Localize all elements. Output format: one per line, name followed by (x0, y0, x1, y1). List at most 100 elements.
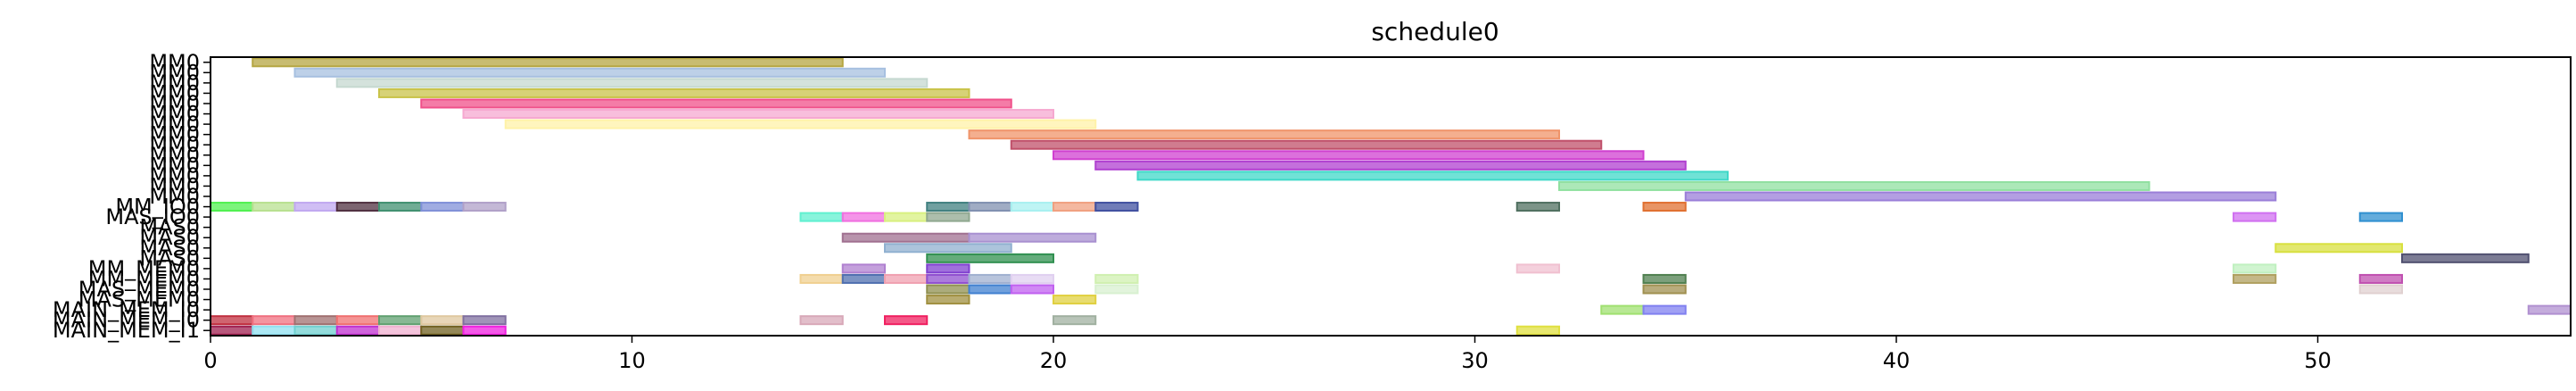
schedule-bar (293, 325, 338, 336)
x-tick-label: 40 (1883, 348, 1911, 373)
y-tick-label: MM0 (149, 173, 200, 198)
y-tick-label: MM0 (149, 71, 200, 96)
y-tick-label: MM0 (149, 80, 200, 105)
schedule-bar (799, 315, 844, 326)
schedule-bar (462, 109, 1054, 120)
y-tick-label: MM_MEM0 (88, 266, 200, 291)
schedule-bar (1515, 202, 1560, 212)
y-tick-label: MAS_MEM0 (78, 277, 200, 302)
schedule-bar (968, 273, 1012, 284)
schedule-bar (841, 263, 886, 274)
schedule-bar (968, 202, 1012, 212)
schedule-bar (1642, 273, 1687, 284)
schedule-bar (252, 325, 296, 336)
schedule-bar (2401, 253, 2530, 263)
schedule-bar (2233, 212, 2277, 222)
schedule-bar (504, 119, 1097, 129)
schedule-bar (252, 57, 844, 68)
schedule-bar (335, 315, 380, 326)
schedule-bar (1094, 202, 1139, 212)
schedule-bar (252, 315, 296, 326)
schedule-bar (1010, 139, 1603, 150)
schedule-bar (378, 202, 423, 212)
y-tick-label: MM_IO0 (115, 195, 200, 220)
schedule-bar (841, 273, 886, 284)
y-tick-label: MAS0 (139, 215, 200, 240)
schedule-bar (293, 67, 886, 78)
y-tick-label: MM0 (149, 112, 200, 137)
schedule-bar (293, 202, 338, 212)
schedule-bar (1642, 284, 1687, 295)
y-tick-label: MM0 (149, 50, 200, 75)
schedule-bar (1600, 304, 1645, 315)
y-tick-label: MM0 (149, 122, 200, 147)
schedule-bar (378, 87, 970, 98)
schedule-bar (2275, 243, 2403, 254)
y-tick-label: MAS0 (139, 225, 200, 250)
schedule-bar (210, 315, 254, 326)
schedule-bar (926, 253, 1054, 263)
schedule-bar (1053, 315, 1097, 326)
schedule-bar (210, 202, 254, 212)
schedule-bar (884, 315, 929, 326)
schedule-bar (335, 78, 929, 88)
schedule-bar (2233, 263, 2277, 274)
schedule-bar (1515, 263, 1560, 274)
schedule-bar (378, 325, 423, 336)
schedule-bar (968, 284, 1012, 295)
schedule-bar (1094, 160, 1687, 171)
schedule-bar (293, 315, 338, 326)
y-tick-label: MM0 (149, 143, 200, 168)
schedule-bar (252, 202, 296, 212)
schedule-bar (335, 202, 380, 212)
schedule-bar (1684, 191, 2277, 202)
schedule-bar (210, 325, 254, 336)
schedule-bar (1010, 284, 1054, 295)
schedule-bar (926, 273, 970, 284)
y-tick-label: MAS_IO0 (105, 204, 200, 229)
bars-layer (210, 57, 2572, 336)
schedule-bar (926, 263, 970, 274)
x-axis-ticks: 0 10 20 30 40 50 (203, 336, 2332, 373)
y-tick-label: MM0 (149, 184, 200, 209)
y-tick-label: MM0 (149, 91, 200, 116)
chart-title: schedule0 (1371, 17, 1499, 46)
schedule-bar (799, 212, 844, 222)
schedule-bar (968, 232, 1097, 243)
schedule-bar (1094, 273, 1139, 284)
schedule-bar (841, 232, 970, 243)
schedule-bar (335, 325, 380, 336)
schedule-bar (1094, 284, 1139, 295)
y-tick-label: MM0 (149, 132, 200, 157)
y-tick-label: MM_MEM0 (88, 256, 200, 281)
y-tick-label: MAIN_MEM_I1 (53, 318, 200, 343)
schedule-bar (420, 325, 465, 336)
y-tick-label: MM0 (149, 60, 200, 85)
schedule-bar (2358, 284, 2403, 295)
schedule-bar (1010, 273, 1054, 284)
plot-frame (210, 56, 2572, 337)
schedule-bar (2358, 212, 2403, 222)
schedule-bar (378, 315, 423, 326)
schedule-bar (1642, 304, 1687, 315)
schedule-bar (462, 202, 507, 212)
x-tick-label: 20 (1040, 348, 1068, 373)
y-tick-labels: MM0MM0MM0MM0MM0MM0MM0MM0MM0MM0MM0MM0MM0M… (53, 50, 211, 343)
schedule-bar (884, 212, 929, 222)
schedule-bar (1053, 202, 1097, 212)
schedule-bar (2527, 304, 2572, 315)
schedule-bar (1515, 325, 1560, 336)
schedule-bar (926, 212, 970, 222)
y-tick-label: MAS0 (139, 236, 200, 261)
x-tick-label: 50 (2304, 348, 2332, 373)
schedule-bar (1136, 171, 1729, 181)
schedule-bar (420, 202, 465, 212)
schedule-bar (420, 98, 1012, 109)
x-tick-label: 0 (203, 348, 217, 373)
schedule-bar (841, 212, 886, 222)
y-tick-label: MAIN_MEM_I0 (53, 308, 200, 333)
y-tick-label: MM0 (149, 102, 200, 127)
y-tick-label: MAS0 (139, 245, 200, 270)
schedule-bar (1010, 202, 1054, 212)
